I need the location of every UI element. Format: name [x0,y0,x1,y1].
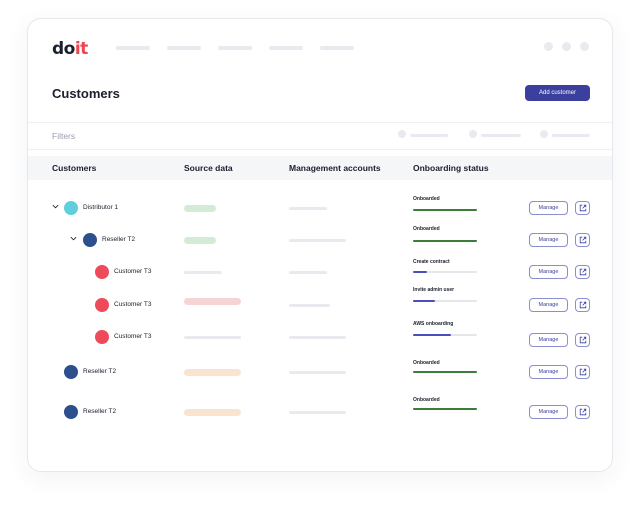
external-link-button[interactable] [575,333,590,347]
nav-item-placeholder[interactable] [167,46,201,50]
external-link-icon [579,301,586,309]
external-link-icon [579,236,586,244]
column-header-customers[interactable]: Customers [52,163,97,173]
avatar [64,405,78,419]
nav-item-placeholder[interactable] [320,46,354,50]
onboarding-status-label: Invite admin user [413,287,455,293]
avatar [83,233,97,247]
external-link-button[interactable] [575,201,590,215]
management-accounts-placeholder [289,271,327,274]
external-link-button[interactable] [575,298,590,312]
manage-button[interactable]: Manage [529,298,568,312]
column-header-source-data[interactable]: Source data [184,163,233,173]
avatar [95,330,109,344]
header-icon-placeholder[interactable] [580,42,589,51]
manage-button[interactable]: Manage [529,265,568,279]
avatar [95,298,109,312]
table-row[interactable]: Reseller T2 Onboarded Manage [28,360,612,384]
nav-item-placeholder[interactable] [218,46,252,50]
table-row[interactable]: Reseller T2 Onboarded Manage [28,226,612,252]
management-accounts-placeholder [289,411,346,414]
doit-logo[interactable]: doit [52,39,88,59]
avatar [64,365,78,379]
onboarding-progress [413,300,477,302]
avatar [64,201,78,215]
source-data-placeholder [184,271,222,274]
source-data-indicator [184,409,241,416]
onboarding-progress [413,334,477,336]
filter-chip-placeholder[interactable] [410,134,448,137]
external-link-icon [579,268,586,276]
source-data-indicator [184,369,241,376]
customer-name: Reseller T2 [83,368,117,375]
management-accounts-placeholder [289,304,330,307]
onboarding-status-label: Onboarded [413,360,440,366]
external-link-icon [579,368,586,376]
manage-button[interactable]: Manage [529,233,568,247]
onboarding-progress [413,271,477,273]
onboarding-status-label: Create contract [413,259,450,265]
filter-chip-icon[interactable] [469,130,477,138]
customer-name: Reseller T2 [83,408,117,415]
external-link-icon [579,336,586,344]
customer-name: Customer T3 [114,333,152,340]
nav-item-placeholder[interactable] [116,46,150,50]
filter-chip-icon[interactable] [398,130,406,138]
onboarding-status-label: AWS onboarding [413,321,454,327]
customer-name: Distributor 1 [83,204,119,211]
filters-bar: Filters [28,122,612,150]
table-row[interactable]: Distributor 1 Onboarded Manage [28,196,612,220]
nav-item-placeholder[interactable] [269,46,303,50]
avatar [95,265,109,279]
onboarding-status-label: Onboarded [413,196,440,202]
onboarding-status-label: Onboarded [413,397,440,403]
manage-button[interactable]: Manage [529,333,568,347]
source-data-indicator [184,298,241,305]
header-icon-placeholder[interactable] [544,42,553,51]
filters-label[interactable]: Filters [52,131,76,141]
external-link-button[interactable] [575,405,590,419]
onboarding-progress [413,408,477,410]
external-link-button[interactable] [575,365,590,379]
customer-name: Customer T3 [114,268,152,275]
add-customer-button[interactable]: Add customer [525,85,590,101]
customer-name: Customer T3 [114,301,152,308]
management-accounts-placeholder [289,336,346,339]
source-data-indicator [184,237,216,244]
table-row[interactable]: Customer T3 Create contract Manage [28,259,612,284]
onboarding-progress [413,240,477,242]
filter-chip-placeholder[interactable] [552,134,590,137]
customers-card: doit Customers Add customer Filters Cust… [27,18,613,472]
external-link-icon [579,204,586,212]
manage-button[interactable]: Manage [529,201,568,215]
onboarding-progress [413,209,477,211]
external-link-icon [579,408,586,416]
management-accounts-placeholder [289,371,346,374]
management-accounts-placeholder [289,207,327,210]
table-row[interactable]: Customer T3 AWS onboarding Manage [28,321,612,349]
manage-button[interactable]: Manage [529,365,568,379]
onboarding-status-label: Onboarded [413,226,440,232]
header-icon-placeholder[interactable] [562,42,571,51]
external-link-button[interactable] [575,265,590,279]
table-header: Customers Source data Management account… [28,156,612,180]
onboarding-progress [413,371,477,373]
external-link-button[interactable] [575,233,590,247]
filter-chip-icon[interactable] [540,130,548,138]
table-row[interactable]: Customer T3 Invite admin user Manage [28,287,612,317]
chevron-down-icon[interactable] [52,203,59,210]
manage-button[interactable]: Manage [529,405,568,419]
table-row[interactable]: Reseller T2 Onboarded Manage [28,397,612,424]
page-title: Customers [52,86,120,101]
chevron-down-icon[interactable] [70,235,77,242]
column-header-management-accounts[interactable]: Management accounts [289,163,381,173]
management-accounts-placeholder [289,239,346,242]
customer-name: Reseller T2 [102,236,136,243]
filter-chip-placeholder[interactable] [481,134,521,137]
column-header-onboarding-status[interactable]: Onboarding status [413,163,489,173]
source-data-placeholder [184,336,241,339]
source-data-indicator [184,205,216,212]
